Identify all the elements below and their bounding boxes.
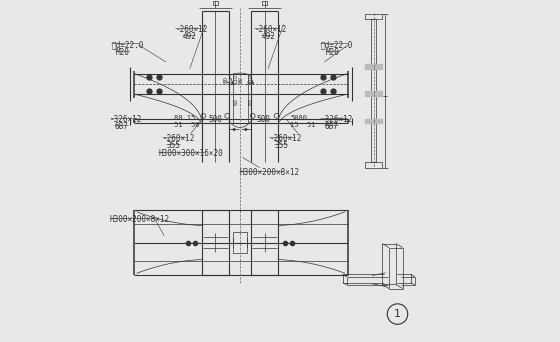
- Text: 1: 1: [394, 309, 401, 319]
- Bar: [213, 1, 218, 5]
- Bar: [365, 64, 382, 69]
- Text: 110: 110: [234, 74, 239, 84]
- Text: 5080: 5080: [291, 115, 308, 121]
- Text: 500: 500: [256, 115, 270, 124]
- Bar: [262, 1, 267, 5]
- Bar: [365, 119, 382, 123]
- Text: 孔d=22.0: 孔d=22.0: [321, 40, 353, 49]
- Text: -326×12: -326×12: [110, 115, 142, 124]
- Text: 80: 80: [223, 76, 228, 82]
- Text: H300×300×16×20: H300×300×16×20: [158, 148, 223, 158]
- Bar: [365, 162, 382, 168]
- Text: H300×200×8×12: H300×200×8×12: [110, 214, 170, 224]
- Bar: [365, 91, 382, 96]
- Text: 51  50: 51 50: [174, 122, 199, 128]
- Text: 492: 492: [262, 32, 275, 41]
- Bar: [365, 64, 382, 69]
- Bar: [365, 119, 382, 123]
- Text: M20: M20: [325, 48, 339, 57]
- Text: 63: 63: [249, 98, 254, 105]
- Polygon shape: [365, 91, 382, 96]
- Bar: [365, 14, 382, 19]
- Text: 355: 355: [274, 141, 288, 150]
- Text: -260×12: -260×12: [162, 133, 195, 143]
- Bar: [371, 19, 376, 162]
- Text: 孔d=22.0: 孔d=22.0: [111, 40, 144, 49]
- Text: 110: 110: [249, 74, 254, 84]
- Text: -260×12: -260×12: [176, 25, 208, 34]
- Text: -326×12: -326×12: [320, 115, 353, 124]
- Polygon shape: [365, 64, 382, 69]
- Text: 687: 687: [325, 122, 339, 131]
- Bar: [202, 210, 229, 275]
- Text: 492: 492: [183, 32, 197, 41]
- Text: 80: 80: [238, 76, 243, 82]
- Text: 15  51: 15 51: [290, 122, 315, 128]
- Text: -260×12: -260×12: [254, 25, 287, 34]
- Polygon shape: [365, 119, 382, 123]
- Text: 355: 355: [167, 141, 181, 150]
- Bar: [365, 91, 382, 96]
- Text: M20: M20: [116, 48, 130, 57]
- Bar: [234, 232, 247, 253]
- Text: H300×200×8×12: H300×200×8×12: [240, 168, 300, 176]
- Text: 500: 500: [208, 115, 222, 124]
- Bar: [251, 210, 278, 275]
- Text: 80 15: 80 15: [174, 115, 195, 121]
- Text: -260×12: -260×12: [270, 133, 302, 143]
- Text: 687: 687: [115, 122, 129, 131]
- Text: 63: 63: [234, 98, 239, 105]
